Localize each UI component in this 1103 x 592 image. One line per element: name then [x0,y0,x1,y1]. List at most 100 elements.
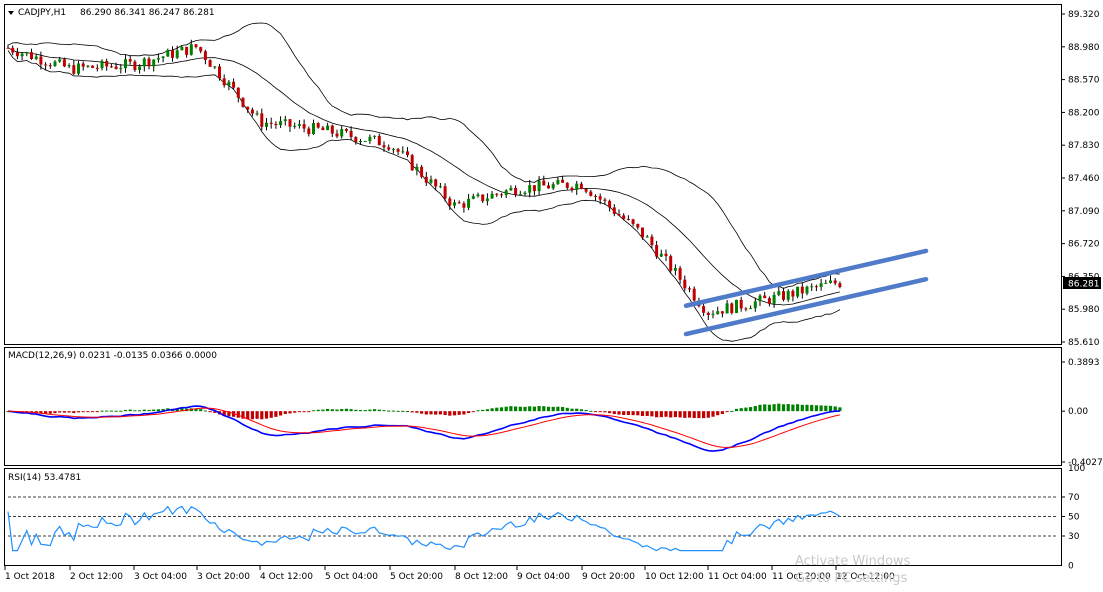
macd-y-tick-label: 0.3893 [1068,358,1100,368]
macd-histogram-bar [424,411,428,415]
macd-histogram-bar [617,411,621,415]
macd-histogram-bar [391,410,395,412]
candle-body [368,136,372,141]
macd-histogram-bar [706,411,710,418]
candle-body [537,180,541,192]
macd-histogram-bar [119,410,123,412]
candle-body [833,280,837,284]
candle-body [175,50,179,58]
macd-histogram-bar [123,409,128,412]
candle-body [500,194,503,196]
candle-body [30,52,33,60]
macd-histogram-bar [279,411,283,416]
candle-body [692,288,696,301]
macd-histogram-bar [358,409,363,412]
candle-body [48,65,52,67]
macd-histogram-bar [734,408,739,412]
macd-histogram-bar [330,409,334,412]
x-tick-label: 3 Oct 20:00 [197,572,250,582]
macd-histogram-bar [467,411,471,414]
candle-body [25,52,29,54]
candle-body [152,59,156,67]
candle-body [749,308,753,310]
macd-histogram-bar [203,410,207,412]
macd-histogram-bar [603,411,607,413]
candle-body [396,149,400,152]
candle-body [720,311,724,314]
candle-body [297,124,301,126]
macd-histogram-bar [194,408,198,412]
macd-histogram-bar [387,410,391,412]
macd-histogram-bar [598,411,602,413]
macd-histogram-bar [626,411,630,416]
macd-histogram-bar [138,410,142,412]
candle-body [283,119,287,122]
candle-body [706,312,710,315]
candle-body [434,179,438,187]
candle-body [485,198,489,202]
macd-histogram-bar [579,409,583,412]
candle-body [185,46,189,55]
candle-body [565,182,569,188]
current-price-marker [1063,277,1101,289]
candle-body [767,298,771,304]
macd-histogram-bar [142,409,146,412]
macd-histogram-bar [236,411,240,418]
candle-body [410,155,414,171]
candle-body [739,299,743,309]
candle-body [443,186,447,199]
macd-histogram-bar [584,409,588,412]
macd-histogram-bar [749,407,753,412]
macd-histogram-bar [763,404,767,412]
macd-histogram-bar [697,411,701,419]
bollinger-bands [7,22,841,342]
candle-body [786,290,790,300]
candle-body [678,268,682,280]
watermark-line-1: Activate Windows [795,554,911,569]
candle-body [189,44,193,55]
price-y-tick-label: 88.200 [1068,108,1100,118]
x-tick-label: 5 Oct 04:00 [325,572,378,582]
candle-body [11,47,15,53]
macd-histogram-bar [805,404,809,412]
macd-histogram-bar [161,409,165,412]
macd-histogram-bar [786,404,790,412]
macd-histogram-bar [481,409,485,412]
macd-histogram-bar [631,411,635,416]
candle-body [86,65,90,67]
candle-body [194,44,198,48]
macd-histogram-bar [363,410,367,412]
macd-histogram-bar [650,411,654,417]
candle-body [377,135,381,146]
macd-indicator [6,403,842,452]
macd-histogram-bar [683,411,687,418]
macd-histogram-bar [796,404,800,412]
candle-body [199,47,203,52]
candle-body [532,185,536,192]
macd-histogram-bar [222,411,226,416]
candle-body [659,253,663,257]
macd-histogram-bar [349,409,353,412]
macd-histogram-bar [692,411,696,418]
macd-histogram-bar [490,408,494,412]
macd-histogram-bar [561,407,565,412]
macd-histogram-bar [828,405,833,412]
candle-body [829,280,832,283]
macd-histogram-bar [462,411,466,415]
macd-histogram-bar [725,411,729,413]
candle-body [702,306,706,313]
candle-body [250,109,254,114]
candle-body [288,119,292,127]
macd-histogram-bar [608,411,612,414]
candle-body [547,185,550,189]
price-y-tick-label: 85.980 [1068,305,1100,315]
macd-histogram-bar [767,404,771,412]
candle-body [796,286,800,297]
symbol-dropdown-icon[interactable] [8,11,14,15]
macd-histogram-bar [133,410,137,412]
candle-body [269,122,273,124]
macd-histogram-bar [499,407,504,412]
rsi-y-tick-label: 0 [1068,561,1074,571]
x-tick-label: 1 Oct 2018 [5,572,55,582]
candle-body [232,81,236,88]
